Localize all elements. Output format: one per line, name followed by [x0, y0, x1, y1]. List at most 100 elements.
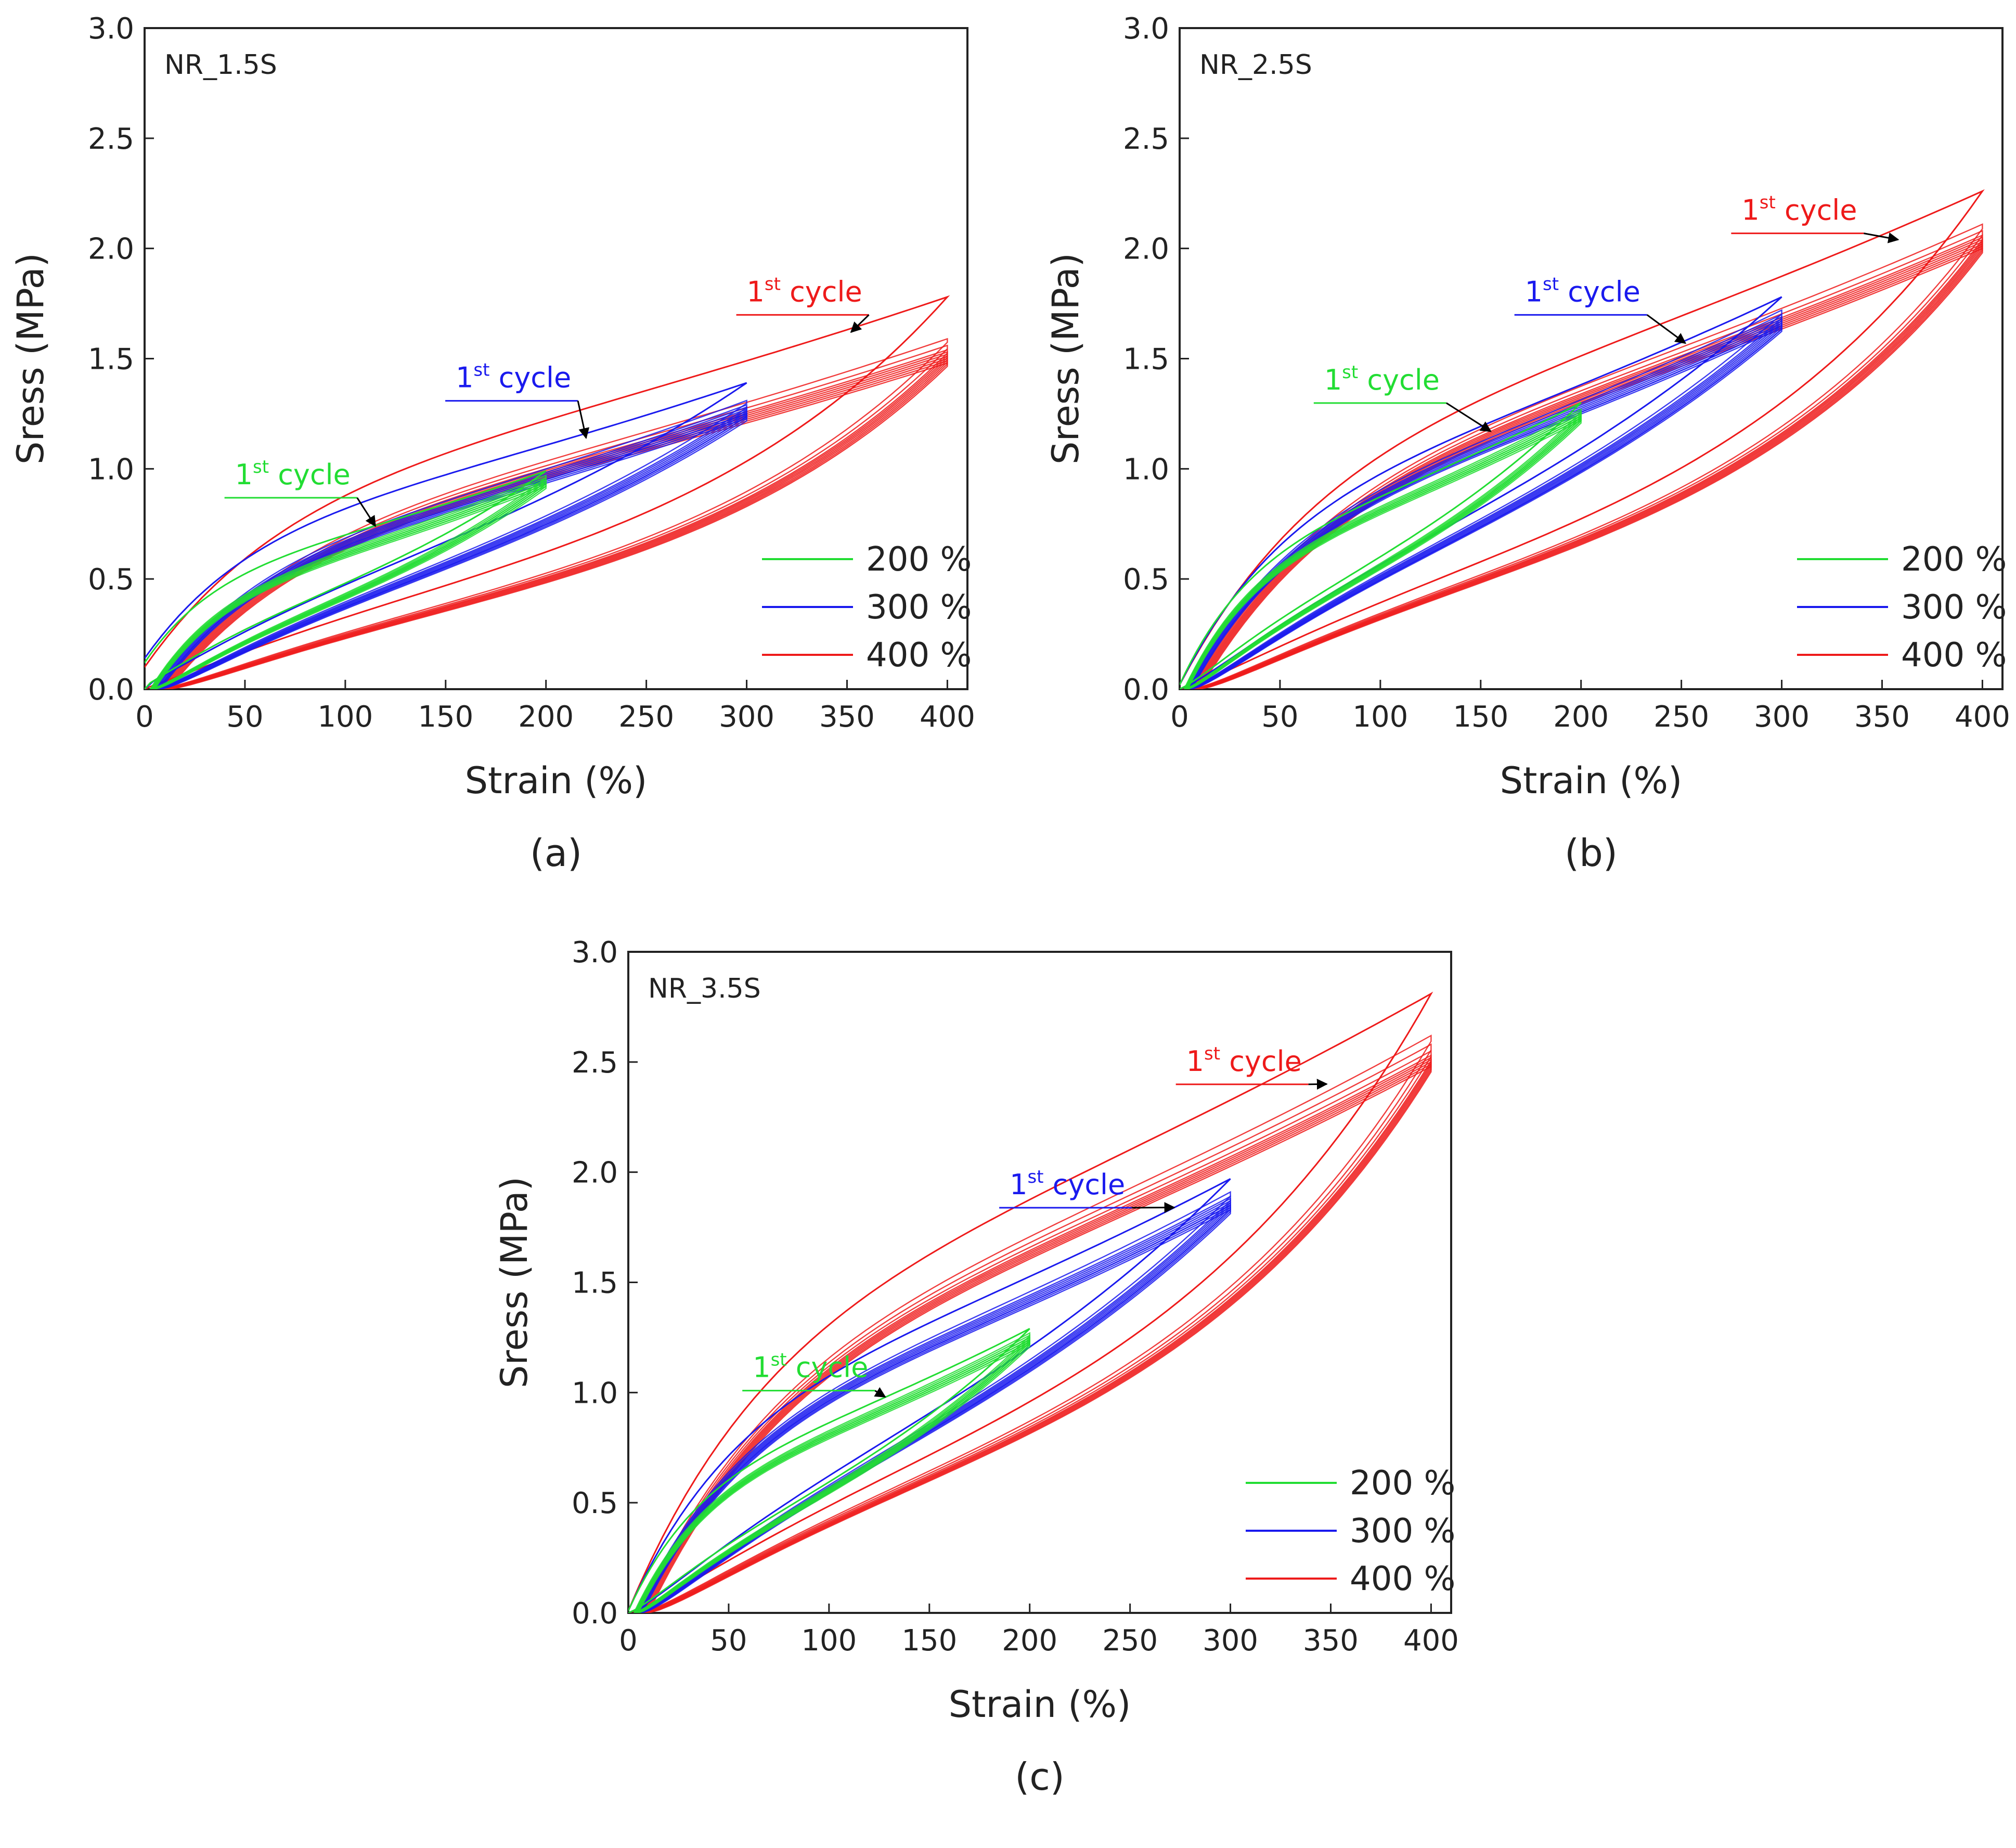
y-tick-label: 1.5	[1123, 343, 1169, 377]
series-300-cycle-4	[154, 406, 747, 689]
series-400-cycle-1	[1180, 189, 1985, 689]
series-200-cycle-1	[145, 470, 547, 689]
series-200-cycle-5	[635, 1336, 1030, 1613]
y-axis-title: Sress (MPa)	[9, 253, 52, 464]
y-tick-label: 2.0	[1123, 232, 1169, 266]
series-200-cycle-7	[1185, 415, 1582, 689]
annotation-label-400: 1st cycle	[1186, 1043, 1302, 1078]
panel-label: (c)	[1015, 1755, 1065, 1799]
panel-label: (a)	[530, 831, 582, 875]
data-area	[628, 991, 1433, 1613]
annotation-label-300: 1st cycle	[1010, 1167, 1125, 1201]
x-axis-title: Strain (%)	[949, 1683, 1131, 1726]
legend-label-200: 200 %	[866, 540, 972, 579]
y-tick-label: 2.0	[88, 232, 134, 266]
y-tick-label: 0.5	[572, 1487, 618, 1520]
series-400-cycle-1	[145, 295, 950, 689]
x-tick-label: 400	[1403, 1624, 1459, 1658]
y-axis-title: Sress (MPa)	[493, 1177, 536, 1388]
x-tick-label: 100	[1352, 700, 1408, 734]
annotation-arrow-200	[356, 497, 376, 527]
chart-panel-1: 0 50 100 150 200 250 300 350 400 0.0 0.5 1.0 1.5 2.0 2…	[1044, 12, 2010, 875]
x-tick-label: 250	[618, 700, 674, 734]
x-tick-label: 100	[317, 700, 373, 734]
x-tick-label: 400	[920, 700, 975, 734]
series-400-cycle-3	[1191, 229, 1983, 689]
series-200-cycle-3	[150, 476, 547, 689]
data-area	[145, 295, 950, 689]
y-tick-label: 3.0	[1123, 12, 1169, 46]
y-tick-label: 1.0	[572, 1376, 618, 1410]
series-300-cycle-5	[156, 408, 747, 689]
annotation-200: 1st cycle	[742, 1350, 886, 1398]
series-300-cycle-2	[153, 399, 747, 689]
annotation-arrow-300	[1646, 314, 1687, 344]
series-400-cycle-10	[648, 1065, 1432, 1613]
annotation-label-400: 1st cycle	[1741, 192, 1857, 227]
y-tick-label: 2.5	[88, 122, 134, 156]
annotation-400: 1st cycle	[736, 274, 870, 333]
series-200-cycle-1	[628, 1328, 1030, 1613]
series-300-cycle-8	[158, 412, 747, 689]
annotation-arrow-400	[1864, 232, 1899, 243]
series-200-cycle-10	[154, 485, 547, 689]
annotation-arrow-300	[577, 400, 590, 440]
series-400-cycle-8	[165, 357, 948, 689]
x-tick-label: 0	[135, 700, 154, 734]
series-200-cycle-9	[1186, 417, 1582, 689]
y-tick-label: 1.5	[572, 1267, 618, 1300]
annotation-400: 1st cycle	[1175, 1043, 1328, 1090]
legend-label-200: 200 %	[1350, 1464, 1455, 1503]
series-200-cycle-9	[637, 1340, 1030, 1613]
y-tick-label: 1.5	[88, 343, 134, 377]
annotation-label-300: 1st cycle	[1525, 274, 1640, 308]
y-tick-label: 0.0	[1123, 673, 1169, 707]
series-300	[628, 1178, 1231, 1613]
series-400-cycle-10	[168, 362, 948, 689]
legend: 200 % 300 % 400 %	[1246, 1464, 1455, 1598]
annotation-label-200: 1st cycle	[1324, 362, 1440, 396]
series-200-cycle-9	[153, 483, 547, 689]
series-200-cycle-2	[149, 474, 547, 689]
x-tick-label: 50	[710, 1624, 747, 1658]
annotation-400: 1st cycle	[1731, 192, 1899, 243]
x-tick-label: 350	[1303, 1624, 1359, 1658]
legend-label-400: 400 %	[1350, 1560, 1455, 1598]
x-tick-label: 0	[1170, 700, 1189, 734]
series-300-cycle-2	[1185, 309, 1782, 689]
x-tick-label: 50	[226, 700, 263, 734]
x-tick-label: 200	[1002, 1624, 1057, 1658]
annotation-label-200: 1st cycle	[235, 457, 351, 491]
legend-label-400: 400 %	[866, 636, 972, 675]
chart-panel-0: 0 50 100 150 200 250 300 350 400 0.0 0.5 1.0 1.5 2.0 2…	[9, 12, 975, 875]
x-tick-label: 250	[1102, 1624, 1158, 1658]
legend: 200 % 300 % 400 %	[1797, 540, 2007, 675]
series-400-cycle-3	[159, 344, 948, 689]
x-axis-title: Strain (%)	[1500, 759, 1683, 802]
annotation-arrow-400	[850, 314, 870, 333]
x-tick-label: 400	[1955, 700, 2010, 734]
annotation-label-300: 1st cycle	[456, 360, 571, 394]
y-tick-label: 3.0	[572, 936, 618, 970]
series-200-cycle-10	[638, 1343, 1030, 1613]
y-tick-label: 0.5	[88, 563, 134, 597]
series-300-cycle-6	[157, 410, 747, 689]
series-300-cycle-10	[1191, 327, 1782, 689]
x-tick-label: 200	[518, 700, 574, 734]
series-400-cycle-2	[1190, 223, 1983, 689]
series-400-cycle-4	[641, 1050, 1432, 1613]
x-axis-title: Strain (%)	[465, 759, 648, 802]
y-tick-label: 0.0	[88, 673, 134, 707]
y-tick-label: 1.0	[88, 453, 134, 486]
series-400-cycle-2	[157, 338, 948, 689]
series-400	[1180, 189, 1985, 689]
series-300-cycle-2	[635, 1191, 1231, 1613]
x-tick-label: 250	[1653, 700, 1709, 734]
data-area	[1180, 189, 1985, 689]
plot-frame	[627, 951, 1452, 1614]
y-tick-label: 1.0	[1123, 453, 1169, 486]
series-200-cycle-1	[1180, 402, 1582, 689]
sample-label: NR_1.5S	[164, 49, 277, 81]
series-200-cycle-5	[151, 479, 547, 689]
